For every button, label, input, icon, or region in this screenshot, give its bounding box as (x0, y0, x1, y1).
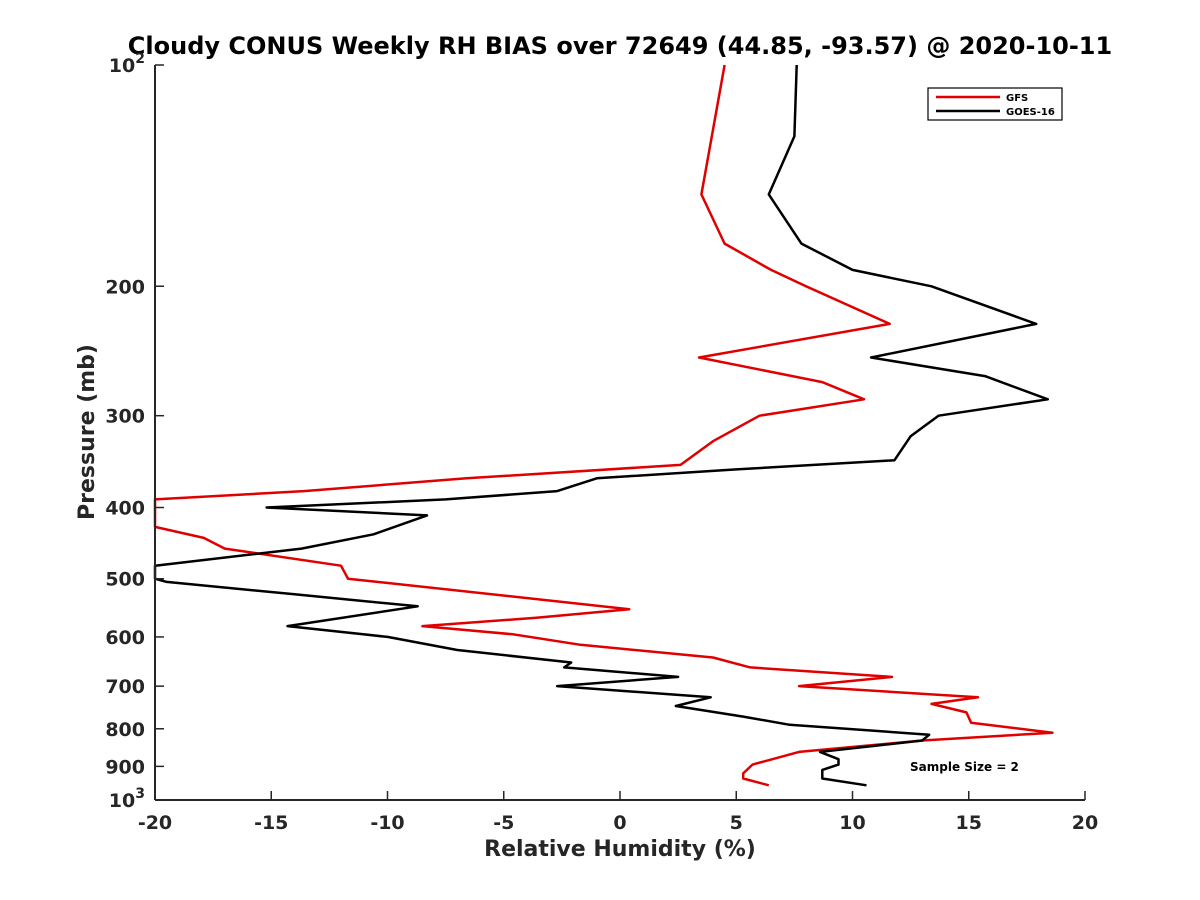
x-tick-label: 0 (613, 812, 626, 834)
x-tick-label: 20 (1072, 812, 1098, 834)
y-tick-label: 500 (105, 569, 145, 591)
y-tick-label: 103 (109, 786, 145, 812)
legend-label-gfs: GFS (1006, 93, 1028, 104)
x-axis-label: Relative Humidity (%) (484, 837, 756, 862)
x-tick-label: -20 (138, 812, 172, 834)
x-ticks: -20 -15 -10 -5 0 5 10 15 20 (138, 791, 1098, 834)
sample-size-annotation: Sample Size = 2 (910, 760, 1019, 774)
y-tick-label: 400 (105, 498, 145, 520)
x-tick-label: -15 (254, 812, 288, 834)
x-tick-label: 15 (956, 812, 982, 834)
legend-label-goes-16: GOES-16 (1006, 107, 1055, 118)
y-tick-label: 102 (109, 51, 145, 77)
chart-title: Cloudy CONUS Weekly RH BIAS over 72649 (… (128, 32, 1112, 60)
x-tick-label: 10 (839, 812, 865, 834)
x-tick-label: -5 (493, 812, 514, 834)
legend: GFS GOES-16 (927, 87, 1063, 121)
y-axis-label: Pressure (mb) (75, 344, 100, 520)
series-line-gfs (153, 64, 1054, 787)
x-tick-label: 5 (730, 812, 743, 834)
x-tick-label: -10 (370, 812, 404, 834)
y-tick-label: 700 (105, 676, 145, 698)
y-tick-label: 900 (105, 756, 145, 778)
y-tick-label: 800 (105, 719, 145, 741)
y-tick-label: 200 (105, 276, 145, 298)
y-tick-label: 300 (105, 406, 145, 428)
legend-box (927, 87, 1063, 121)
y-tick-label: 600 (105, 627, 145, 649)
y-ticks: 102 200 300 400 500 600 700 800 900 103 (105, 51, 164, 812)
